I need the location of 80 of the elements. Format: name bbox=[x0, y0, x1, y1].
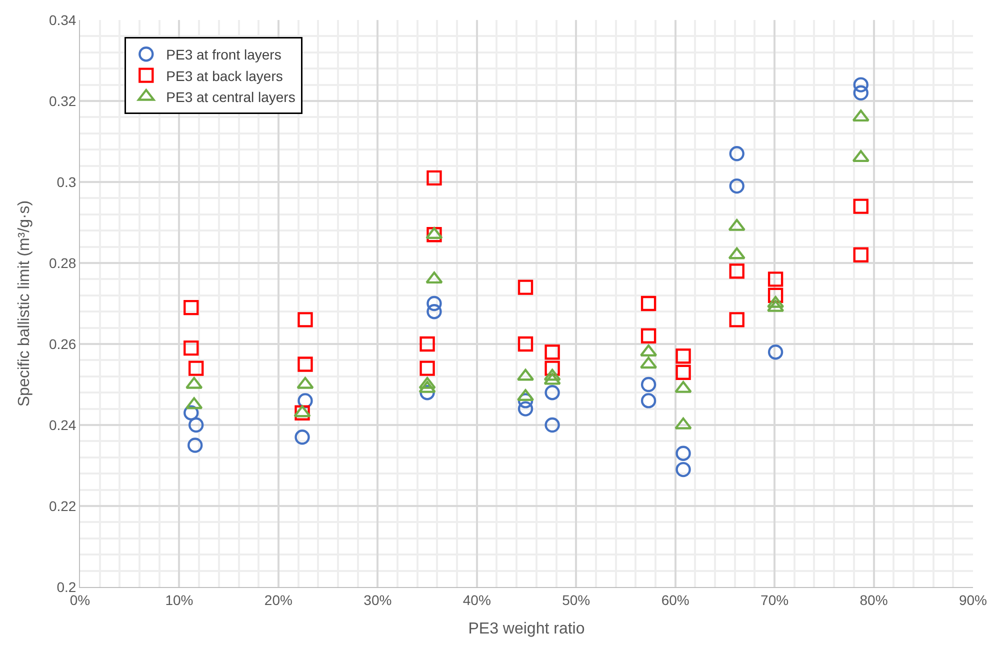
point bbox=[674, 380, 692, 393]
x-tick-label: 40% bbox=[462, 592, 491, 608]
point bbox=[296, 376, 314, 389]
y-tick-label: 0.24 bbox=[48, 416, 76, 433]
point bbox=[518, 401, 534, 416]
point bbox=[853, 77, 868, 92]
legend-label: PE3 at front layers bbox=[166, 46, 282, 63]
point bbox=[853, 198, 868, 214]
x-tick-label: 80% bbox=[860, 592, 888, 608]
point bbox=[518, 393, 534, 408]
point bbox=[420, 360, 435, 376]
point bbox=[294, 405, 311, 418]
point bbox=[676, 446, 691, 461]
point bbox=[640, 393, 656, 408]
point bbox=[188, 438, 203, 453]
point bbox=[294, 430, 310, 445]
x-tick-label: 50% bbox=[562, 592, 590, 608]
point bbox=[420, 336, 435, 352]
point bbox=[188, 417, 204, 433]
point bbox=[729, 178, 744, 194]
point bbox=[544, 344, 560, 360]
point bbox=[298, 393, 313, 408]
point bbox=[426, 170, 442, 186]
point bbox=[426, 304, 442, 320]
point bbox=[418, 376, 436, 389]
point bbox=[298, 312, 313, 328]
x-tick-label: 70% bbox=[760, 592, 789, 608]
point bbox=[676, 462, 691, 478]
point bbox=[544, 368, 561, 381]
point bbox=[768, 288, 784, 303]
point bbox=[729, 146, 744, 162]
point bbox=[186, 376, 203, 389]
point bbox=[853, 85, 868, 100]
y-tick-label: 0.26 bbox=[48, 336, 76, 352]
point bbox=[518, 280, 534, 295]
legend-label: PE3 at back layers bbox=[166, 68, 283, 84]
point bbox=[426, 272, 443, 284]
x-tick-label: 30% bbox=[364, 592, 392, 608]
x-tick-label: 90% bbox=[958, 592, 988, 608]
point bbox=[184, 405, 199, 420]
x-axis-title: PE3 weight ratio bbox=[468, 620, 585, 638]
point bbox=[184, 340, 199, 356]
x-tick-label: 20% bbox=[264, 592, 292, 608]
point bbox=[674, 417, 692, 430]
y-tick-label: 0.22 bbox=[48, 498, 76, 514]
point bbox=[544, 372, 561, 385]
point bbox=[729, 264, 744, 279]
point bbox=[426, 296, 442, 312]
point bbox=[418, 380, 436, 393]
y-tick-label: 0.3 bbox=[56, 174, 76, 190]
point bbox=[518, 336, 534, 352]
point bbox=[640, 328, 656, 344]
point bbox=[426, 227, 442, 242]
point bbox=[186, 397, 203, 410]
x-tick-label: 10% bbox=[165, 592, 194, 608]
point bbox=[298, 356, 313, 372]
y-tick-label: 0.28 bbox=[48, 254, 76, 271]
point bbox=[729, 312, 744, 328]
point bbox=[728, 218, 746, 231]
y-tick-label: 0.32 bbox=[48, 92, 76, 109]
point bbox=[852, 110, 870, 122]
point bbox=[640, 376, 656, 392]
point bbox=[544, 385, 560, 400]
point bbox=[676, 364, 691, 380]
point bbox=[768, 344, 784, 360]
point bbox=[768, 272, 784, 287]
point bbox=[728, 247, 746, 260]
y-axis-title: Specific ballistic limit (m³/g·s) bbox=[16, 200, 33, 407]
point bbox=[188, 360, 204, 376]
point bbox=[852, 150, 870, 162]
point bbox=[640, 296, 656, 312]
point bbox=[184, 300, 199, 316]
point bbox=[544, 417, 560, 433]
x-tick-label: 60% bbox=[661, 592, 690, 608]
point bbox=[294, 405, 310, 420]
point bbox=[676, 348, 691, 364]
point bbox=[853, 247, 868, 262]
y-tick-label: 0.34 bbox=[48, 12, 76, 28]
point bbox=[544, 360, 560, 376]
legend-label: PE3 at central layers bbox=[166, 88, 296, 105]
